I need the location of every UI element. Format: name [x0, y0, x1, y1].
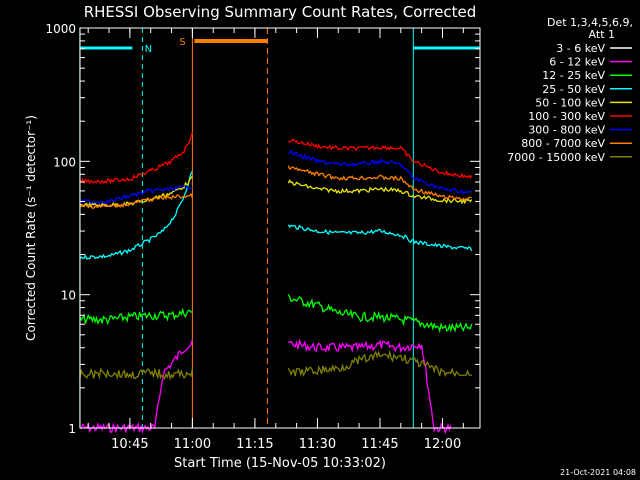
series-line-100-300-kev [288, 138, 473, 180]
series-line-6-12-kev [288, 338, 452, 435]
y-tick-label: 10 [61, 289, 76, 303]
y-axis-label: Corrected Count Rate (s⁻¹ detector⁻¹) [24, 115, 38, 341]
legend-header-detectors: Det 1,3,4,5,6,9, [547, 16, 633, 29]
series-line-25-50-kev [79, 171, 193, 260]
legend-label: 50 - 100 keV [535, 96, 605, 109]
y-tick-label: 100 [53, 155, 76, 169]
series-line-800-7000-kev [287, 165, 472, 202]
axes: 1 10 100 1000 10:45 11:00 11:15 11:30 11:45 12:00 [45, 22, 480, 452]
legend-label: 800 - 7000 keV [521, 137, 605, 150]
x-tick-label: 10:45 [111, 437, 148, 452]
series-line-6-12-kev [79, 339, 194, 434]
series-line-50-100-kev [287, 179, 473, 205]
legend-label: 300 - 800 keV [528, 124, 605, 137]
plot-frame [79, 27, 481, 429]
legend-header-attenuator: Att 1 [589, 28, 615, 41]
x-tick-label: 11:45 [361, 437, 398, 452]
footer-date: 21-Oct-2021 04:08 [560, 468, 636, 477]
x-axis-label: Start Time (15-Nov-05 10:33:02) [174, 456, 386, 471]
series-line-800-7000-kev [79, 192, 194, 210]
series-line-25-50-kev [287, 224, 473, 252]
y-tick-label: 1000 [45, 22, 76, 36]
series-line-100-300-kev [79, 132, 194, 185]
legend-label: 7000 - 15000 keV [507, 151, 605, 164]
legend-label: 25 - 50 keV [542, 83, 605, 96]
series-line-7000-15000-kev [79, 367, 194, 381]
legend-label: 3 - 6 keV [556, 42, 605, 55]
series-line-12-25-kev [79, 307, 193, 326]
x-tick-label: 11:00 [174, 437, 211, 452]
night-flag-label: N [145, 44, 152, 55]
y-tick-label: 1 [68, 422, 76, 436]
series-line-7000-15000-kev [287, 349, 472, 378]
series-line-300-800-kev [288, 149, 473, 195]
x-tick-label: 12:00 [424, 437, 461, 452]
series-line-300-800-kev [79, 185, 193, 205]
legend-label: 100 - 300 keV [528, 110, 605, 123]
series-line-12-25-kev [287, 294, 473, 334]
legend-label: 6 - 12 keV [549, 56, 605, 69]
x-tick-label: 11:15 [236, 437, 273, 452]
x-tick-label: 11:30 [299, 437, 336, 452]
legend-label: 12 - 25 keV [542, 69, 605, 82]
plot-area: NS [79, 28, 481, 435]
chart-title: RHESSI Observing Summary Count Rates, Co… [84, 3, 477, 21]
saa-flag-label: S [179, 37, 185, 48]
